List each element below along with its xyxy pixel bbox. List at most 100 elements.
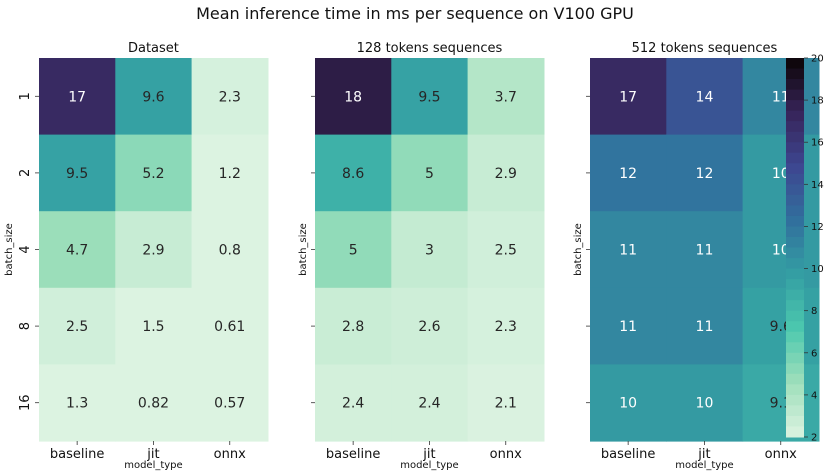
colorbar-segment xyxy=(786,163,804,175)
heatmap-cell xyxy=(666,134,744,212)
cell-label: 2.5 xyxy=(66,319,88,335)
heatmap-cell xyxy=(590,287,667,365)
colorbar-segment xyxy=(786,205,804,217)
y-axis-label: batch_size xyxy=(573,223,584,276)
panel-title: 512 tokens sequences xyxy=(632,41,778,56)
heatmap-cell xyxy=(391,58,469,136)
heatmap-cell xyxy=(467,58,545,136)
colorbar-segment xyxy=(786,58,804,70)
y-tick-label: 2 xyxy=(18,169,33,177)
cell-label: 11 xyxy=(772,89,790,105)
cell-label: 10 xyxy=(772,243,790,259)
cell-label: 4.7 xyxy=(66,243,88,259)
heatmap-cell xyxy=(742,211,820,289)
colorbar-segment xyxy=(786,426,804,438)
heatmap-cell xyxy=(39,134,116,212)
panel-title: Dataset xyxy=(128,41,179,56)
colorbar-segment xyxy=(786,194,804,206)
y-axis-label: batch_size xyxy=(4,223,15,276)
heatmap-cell xyxy=(666,211,744,289)
colorbar-segment xyxy=(786,215,804,227)
cell-label: 3 xyxy=(425,243,434,259)
colorbar-tick-label: 2 xyxy=(811,433,817,444)
heatmap-cell xyxy=(742,58,820,136)
y-tick-label: 4 xyxy=(18,245,33,253)
colorbar-segment xyxy=(786,384,804,396)
heatmap-cell xyxy=(391,364,469,442)
heatmap-cell xyxy=(115,58,193,136)
cell-label: 2.5 xyxy=(495,243,517,259)
cell-label: 5 xyxy=(349,243,358,259)
panel-title: 128 tokens sequences xyxy=(357,41,503,56)
y-tick-label: 1 xyxy=(18,92,33,100)
colorbar-segment xyxy=(786,289,804,301)
colorbar-tick-label: 16 xyxy=(811,138,824,149)
cell-label: 10 xyxy=(772,166,790,182)
cell-label: 2.6 xyxy=(418,319,440,335)
x-axis-label: model_type xyxy=(400,460,458,471)
colorbar-segment xyxy=(786,121,804,133)
x-tick-label: jit xyxy=(697,447,710,462)
cell-label: 1.5 xyxy=(142,319,164,335)
colorbar-segment xyxy=(786,173,804,185)
heatmap-cell xyxy=(115,287,193,365)
cell-label: 8.6 xyxy=(342,166,364,182)
cell-label: 2.9 xyxy=(142,243,164,259)
colorbar-segment xyxy=(786,142,804,154)
cell-label: 12 xyxy=(696,166,714,182)
heatmap-cell xyxy=(39,211,116,289)
cell-label: 2.9 xyxy=(495,166,517,182)
cell-label: 2.4 xyxy=(342,396,364,412)
cell-label: 12 xyxy=(619,166,637,182)
heatmap-cell xyxy=(467,134,545,212)
heatmap-cell xyxy=(191,211,269,289)
colorbar-segment xyxy=(786,152,804,164)
cell-label: 1.2 xyxy=(219,166,241,182)
colorbar-segment xyxy=(786,352,804,364)
colorbar-segment xyxy=(786,279,804,291)
cell-label: 11 xyxy=(696,243,714,259)
heatmap-cell xyxy=(467,211,545,289)
heatmap-cell xyxy=(115,134,193,212)
y-tick-label: 16 xyxy=(18,394,33,411)
colorbar-segment xyxy=(786,100,804,112)
colorbar-tick-label: 4 xyxy=(811,390,817,401)
colorbar-segment xyxy=(786,331,804,343)
heatmap-cell xyxy=(590,134,667,212)
colorbar-segment xyxy=(786,79,804,91)
heatmap-cell xyxy=(391,211,469,289)
cell-label: 11 xyxy=(619,319,637,335)
heatmap-cell xyxy=(115,364,193,442)
heatmap-panel-2: 128 tokens sequences 18 9.5 3.7 8.6 5 2.9 5 3 2.5… xyxy=(298,41,545,471)
heatmap-cell xyxy=(590,211,667,289)
heatmap-cell xyxy=(191,364,269,442)
heatmap-cell xyxy=(315,287,392,365)
cell-label: 9.6 xyxy=(142,89,164,105)
heatmap-cell xyxy=(742,287,820,365)
cell-label: 17 xyxy=(619,89,637,105)
colorbar-tick-label: 20 xyxy=(811,54,824,65)
heatmap-cell xyxy=(590,58,667,136)
colorbar-segment xyxy=(786,405,804,417)
colorbar-segment xyxy=(786,268,804,280)
colorbar-segment xyxy=(786,184,804,196)
heatmap-cell xyxy=(467,287,545,365)
cell-label: 11 xyxy=(619,243,637,259)
colorbar-segment xyxy=(786,68,804,80)
colorbar-segment xyxy=(786,258,804,270)
heatmap-panels: Dataset 17 9.6 2.3 9.5 5.2 1.2 4.7 2.9 0.8 2.5 1.5 0… xyxy=(4,41,820,471)
cell-label: 17 xyxy=(68,89,86,105)
heatmap-cell xyxy=(742,134,820,212)
cell-label: 9.5 xyxy=(66,166,88,182)
colorbar-segment xyxy=(786,373,804,385)
cell-label: 9.5 xyxy=(418,89,440,105)
heatmap-cell xyxy=(315,211,392,289)
heatmap-cell xyxy=(467,364,545,442)
heatmap-panel-1: Dataset 17 9.6 2.3 9.5 5.2 1.2 4.7 2.9 0.8 2.5 1.5 0… xyxy=(4,41,269,471)
x-tick-label: jit xyxy=(146,447,159,462)
heatmap-cell xyxy=(39,364,116,442)
colorbar-segment xyxy=(786,394,804,406)
colorbar-segment xyxy=(786,247,804,259)
cell-label: 11 xyxy=(696,319,714,335)
heatmap-cell xyxy=(742,364,820,442)
